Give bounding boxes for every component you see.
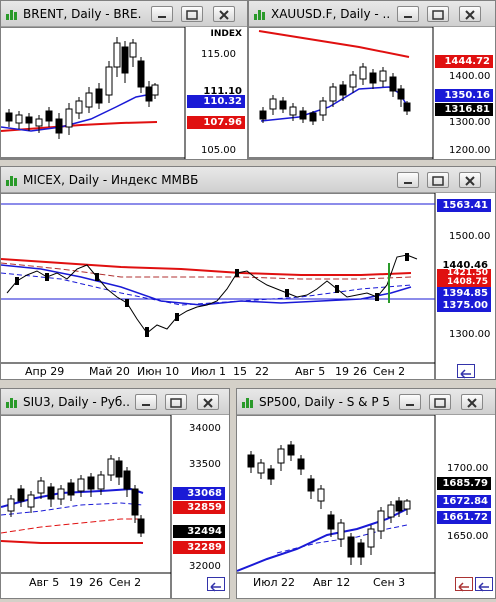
ma-red-tag: 1408.75 [437, 278, 491, 287]
chart-icon [6, 10, 17, 20]
chart-icon [6, 398, 17, 408]
chart-icon [242, 398, 253, 408]
minimize-button[interactable] [151, 6, 173, 22]
ma-blue-tag: 1672.84 [437, 495, 491, 508]
brent-titlebar[interactable]: BRENT, Daily - BRE... [1, 1, 247, 27]
price-label: 115.00 [201, 49, 236, 60]
restore-button[interactable] [427, 172, 449, 188]
last-price-tag: 1685.79 [437, 477, 491, 490]
ma-red-tag: 107.96 [187, 116, 245, 129]
date-label: 19 [335, 365, 349, 378]
date-label: Авг 12 [313, 576, 351, 589]
date-label: Авг 5 [29, 576, 60, 589]
siu3-title: SIU3, Daily - Руб... [23, 395, 129, 409]
close-button[interactable] [461, 394, 483, 410]
date-label: 26 [353, 365, 367, 378]
micex-titlebar[interactable]: MICEX, Daily - Индекс ММВБ [1, 167, 495, 193]
date-label: Июл 1 [191, 365, 227, 378]
ma-blue-tag: 1661.72 [437, 511, 491, 524]
brent-price-chart [0, 26, 186, 159]
date-label: Июл 22 [253, 576, 296, 589]
chart-icon [6, 176, 17, 186]
close-button[interactable] [213, 6, 235, 22]
scroll-button[interactable] [475, 577, 493, 592]
ma-red-tag: 32289 [173, 541, 225, 554]
micex-chart-window[interactable]: MICEX, Daily - Индекс ММВБ [0, 166, 496, 380]
price-label: 1700.00 [447, 463, 489, 474]
date-label: Май 20 [89, 365, 130, 378]
last-price-tag: 111.10 [187, 85, 245, 98]
chart-icon [254, 10, 265, 20]
ma-blue-tag: 33068 [173, 487, 225, 500]
ma-red-tag: 1421.50 [437, 269, 491, 278]
level-tag: 1375.00 [437, 299, 491, 312]
sp500-chart-window[interactable]: SP500, Daily - S & P 5... [236, 388, 496, 599]
price-label: 33500 [189, 459, 221, 470]
close-button[interactable] [459, 6, 481, 22]
gold-chart-window[interactable]: XAUUSD.F, Daily - ... [248, 0, 496, 160]
close-button[interactable] [459, 172, 481, 188]
micex-plot[interactable]: 1563.41 1500.00 1440.46 1421.50 1408.75 … [0, 192, 495, 379]
brent-chart-window[interactable]: BRENT, Daily - BRE... [0, 0, 248, 160]
price-label: 32000 [189, 561, 221, 572]
date-label: 22 [255, 365, 269, 378]
sp500-price-chart [236, 414, 436, 598]
last-price-tag: 1440.46 [437, 259, 491, 272]
ma-red-tag: 1444.72 [435, 55, 493, 68]
restore-button[interactable] [181, 6, 203, 22]
brent-plot[interactable]: INDEX 115.00 105.00 111.10 110.32 107.96 [0, 26, 247, 159]
scroll-to-end-button[interactable] [457, 364, 475, 379]
siu3-price-chart [0, 414, 172, 598]
level-tag: 1563.41 [437, 199, 491, 212]
price-label: 105.00 [201, 145, 236, 156]
siu3-titlebar[interactable]: SIU3, Daily - Руб... [1, 389, 229, 415]
gold-price-chart [249, 26, 434, 159]
price-label: 34000 [189, 423, 221, 434]
price-label: 1300.00 [449, 117, 491, 128]
date-label: Июн 10 [137, 365, 180, 378]
minimize-button[interactable] [135, 394, 157, 410]
price-label: 1400.00 [449, 71, 491, 82]
date-label: 15 [233, 365, 247, 378]
sp500-title: SP500, Daily - S & P 5... [259, 395, 389, 409]
last-price-tag: 32494 [173, 525, 225, 538]
close-button[interactable] [197, 394, 219, 410]
date-label: 26 [89, 576, 103, 589]
minimize-button[interactable] [397, 6, 419, 22]
ma-blue-tag: 110.32 [187, 95, 245, 108]
scroll-to-end-button[interactable] [207, 577, 225, 592]
siu3-plot[interactable]: 34000 33500 33068 32859 32494 32289 3200… [0, 414, 229, 598]
restore-button[interactable] [165, 394, 187, 410]
gold-title: XAUUSD.F, Daily - ... [271, 7, 389, 21]
minimize-button[interactable] [399, 394, 421, 410]
date-label: Сен 3 [373, 576, 406, 589]
minimize-button[interactable] [397, 172, 419, 188]
ma-blue-tag: 1394.85 [437, 287, 491, 300]
micex-price-chart [0, 192, 436, 379]
siu3-chart-window[interactable]: SIU3, Daily - Руб... [0, 388, 230, 599]
restore-button[interactable] [427, 6, 449, 22]
date-label: 19 [69, 576, 83, 589]
date-label: Авг 5 [295, 365, 326, 378]
price-label: 1650.00 [447, 531, 489, 542]
date-label: Сен 2 [109, 576, 142, 589]
restore-button[interactable] [429, 394, 451, 410]
last-price-tag: 1316.81 [435, 103, 493, 116]
micex-title: MICEX, Daily - Индекс ММВБ [23, 173, 199, 187]
date-label: Апр 29 [25, 365, 65, 378]
gold-titlebar[interactable]: XAUUSD.F, Daily - ... [249, 1, 495, 27]
axis-index-label: INDEX [187, 28, 245, 41]
price-label: 1300.00 [449, 329, 491, 340]
price-label: 1200.00 [449, 145, 491, 156]
date-label: Сен 2 [373, 365, 406, 378]
brent-title: BRENT, Daily - BRE... [23, 7, 141, 21]
ma-blue-tag: 1350.16 [435, 89, 493, 102]
ma-red-tag: 32859 [173, 501, 225, 514]
price-label: 1500.00 [449, 231, 491, 242]
scroll-to-end-button[interactable] [455, 577, 473, 592]
sp500-titlebar[interactable]: SP500, Daily - S & P 5... [237, 389, 495, 415]
gold-plot[interactable]: 1444.72 1400.00 1350.16 1316.81 1300.00 … [249, 26, 495, 159]
sp500-plot[interactable]: 1700.00 1685.79 1672.84 1661.72 1650.00 … [236, 414, 495, 598]
